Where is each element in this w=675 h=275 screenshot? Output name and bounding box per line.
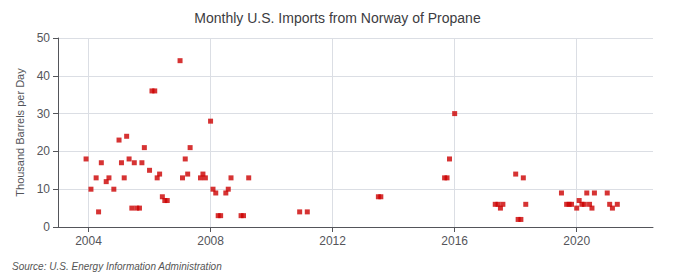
svg-text:2004: 2004 <box>75 234 102 248</box>
svg-text:40: 40 <box>37 69 51 83</box>
svg-text:10: 10 <box>37 182 51 196</box>
svg-text:2016: 2016 <box>441 234 468 248</box>
svg-text:2020: 2020 <box>563 234 590 248</box>
svg-text:50: 50 <box>37 31 51 45</box>
svg-text:2012: 2012 <box>319 234 346 248</box>
svg-text:0: 0 <box>43 220 50 234</box>
svg-text:Thousand Barrels per Day: Thousand Barrels per Day <box>14 68 26 197</box>
svg-text:Monthly U.S. Imports from Norw: Monthly U.S. Imports from Norway of Prop… <box>194 10 481 26</box>
svg-text:2008: 2008 <box>197 234 224 248</box>
svg-text:30: 30 <box>37 107 51 121</box>
svg-text:20: 20 <box>37 144 51 158</box>
svg-text:Source: U.S. Energy Informatio: Source: U.S. Energy Information Administ… <box>12 261 222 272</box>
